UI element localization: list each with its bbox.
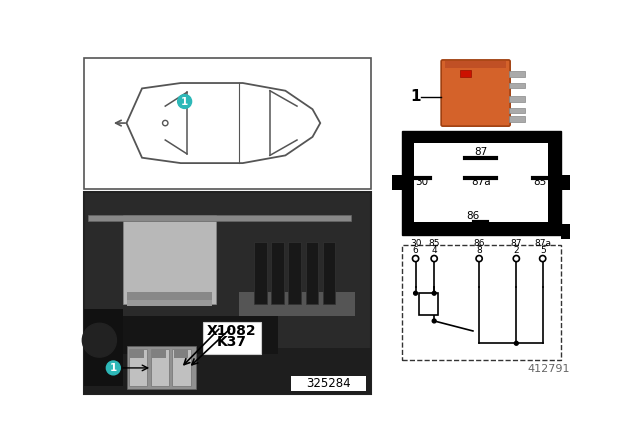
Text: 85: 85 xyxy=(428,239,440,249)
Text: 30: 30 xyxy=(410,239,421,249)
Text: 1: 1 xyxy=(181,96,188,107)
Text: 325284: 325284 xyxy=(306,377,350,390)
Bar xyxy=(152,349,166,358)
Bar xyxy=(150,349,169,386)
Text: 87: 87 xyxy=(511,239,522,249)
Text: 1: 1 xyxy=(410,90,421,104)
Bar xyxy=(84,58,371,189)
Text: 2: 2 xyxy=(513,246,519,255)
Bar xyxy=(254,242,267,304)
Bar xyxy=(460,70,470,77)
Circle shape xyxy=(476,255,482,262)
Bar xyxy=(445,61,506,68)
Text: X1082: X1082 xyxy=(207,324,257,338)
Circle shape xyxy=(413,291,417,295)
Bar xyxy=(84,348,371,394)
Text: 86: 86 xyxy=(467,211,479,221)
FancyBboxPatch shape xyxy=(291,375,366,391)
Bar xyxy=(419,293,438,315)
Bar xyxy=(84,192,371,394)
Bar xyxy=(88,215,351,221)
Bar xyxy=(123,315,278,354)
Bar xyxy=(323,242,335,304)
Text: 4: 4 xyxy=(431,246,437,255)
Text: 412791: 412791 xyxy=(527,365,570,375)
Text: 1: 1 xyxy=(109,363,117,373)
Text: 5: 5 xyxy=(540,246,545,255)
PathPatch shape xyxy=(127,83,320,163)
Bar xyxy=(84,310,123,386)
Text: K37: K37 xyxy=(217,335,247,349)
Bar xyxy=(509,72,525,77)
Bar xyxy=(509,96,525,102)
Bar xyxy=(561,175,570,190)
Bar xyxy=(271,242,284,304)
Bar xyxy=(561,224,570,239)
Bar xyxy=(392,175,402,190)
Text: 6: 6 xyxy=(413,246,419,255)
Bar xyxy=(131,349,145,358)
Bar xyxy=(123,215,216,304)
Bar xyxy=(402,245,561,360)
Text: 85: 85 xyxy=(533,177,547,187)
Bar xyxy=(239,293,355,315)
Bar xyxy=(127,300,212,306)
Bar xyxy=(509,116,525,121)
Bar xyxy=(509,108,525,113)
Text: 30: 30 xyxy=(415,177,429,187)
Bar xyxy=(174,349,188,358)
Bar xyxy=(289,242,301,304)
FancyBboxPatch shape xyxy=(203,322,261,353)
Circle shape xyxy=(431,255,437,262)
Bar xyxy=(402,131,561,235)
Text: 86: 86 xyxy=(474,239,485,249)
Circle shape xyxy=(515,341,518,345)
Bar xyxy=(127,293,212,300)
Bar xyxy=(84,332,131,394)
Text: 8: 8 xyxy=(476,246,482,255)
Circle shape xyxy=(432,291,436,295)
Bar xyxy=(129,349,147,386)
Circle shape xyxy=(540,255,546,262)
Circle shape xyxy=(432,319,436,323)
Text: 87a: 87a xyxy=(534,239,551,249)
Bar xyxy=(127,346,196,389)
Bar xyxy=(172,349,191,386)
Bar xyxy=(414,143,548,222)
Bar xyxy=(305,242,318,304)
Circle shape xyxy=(83,323,116,357)
Bar xyxy=(509,83,525,88)
Text: 87: 87 xyxy=(474,147,487,157)
Text: 87a: 87a xyxy=(471,177,490,187)
Circle shape xyxy=(178,95,191,108)
Circle shape xyxy=(106,361,120,375)
Circle shape xyxy=(412,255,419,262)
Circle shape xyxy=(513,255,520,262)
FancyBboxPatch shape xyxy=(441,60,510,126)
